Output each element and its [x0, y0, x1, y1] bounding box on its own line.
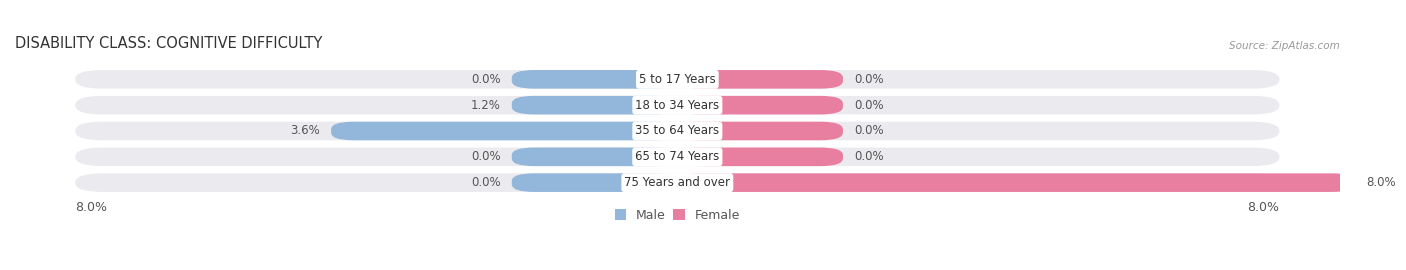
Text: 1.2%: 1.2% [471, 99, 501, 112]
Text: 65 to 74 Years: 65 to 74 Years [636, 150, 720, 163]
Text: 0.0%: 0.0% [855, 124, 884, 137]
Text: 35 to 64 Years: 35 to 64 Years [636, 124, 720, 137]
FancyBboxPatch shape [75, 96, 1279, 114]
FancyBboxPatch shape [678, 147, 844, 166]
FancyBboxPatch shape [75, 147, 1279, 166]
Text: 0.0%: 0.0% [471, 176, 501, 189]
FancyBboxPatch shape [75, 70, 1279, 89]
FancyBboxPatch shape [332, 122, 678, 140]
Text: 18 to 34 Years: 18 to 34 Years [636, 99, 720, 112]
FancyBboxPatch shape [512, 147, 678, 166]
Text: Source: ZipAtlas.com: Source: ZipAtlas.com [1229, 41, 1340, 51]
FancyBboxPatch shape [512, 70, 678, 89]
Text: 8.0%: 8.0% [1367, 176, 1396, 189]
Legend: Male, Female: Male, Female [610, 204, 745, 227]
FancyBboxPatch shape [678, 96, 844, 114]
Text: 0.0%: 0.0% [471, 150, 501, 163]
Text: 0.0%: 0.0% [855, 150, 884, 163]
FancyBboxPatch shape [678, 122, 844, 140]
Text: 0.0%: 0.0% [855, 73, 884, 86]
Text: 5 to 17 Years: 5 to 17 Years [638, 73, 716, 86]
Text: 0.0%: 0.0% [471, 73, 501, 86]
Text: 8.0%: 8.0% [75, 201, 107, 214]
FancyBboxPatch shape [678, 173, 1355, 192]
Text: 0.0%: 0.0% [855, 99, 884, 112]
Text: DISABILITY CLASS: COGNITIVE DIFFICULTY: DISABILITY CLASS: COGNITIVE DIFFICULTY [15, 36, 322, 51]
FancyBboxPatch shape [75, 173, 1279, 192]
FancyBboxPatch shape [512, 173, 678, 192]
Text: 8.0%: 8.0% [1247, 201, 1279, 214]
Text: 75 Years and over: 75 Years and over [624, 176, 730, 189]
FancyBboxPatch shape [75, 122, 1279, 140]
FancyBboxPatch shape [512, 96, 678, 114]
Text: 3.6%: 3.6% [290, 124, 319, 137]
FancyBboxPatch shape [678, 70, 844, 89]
